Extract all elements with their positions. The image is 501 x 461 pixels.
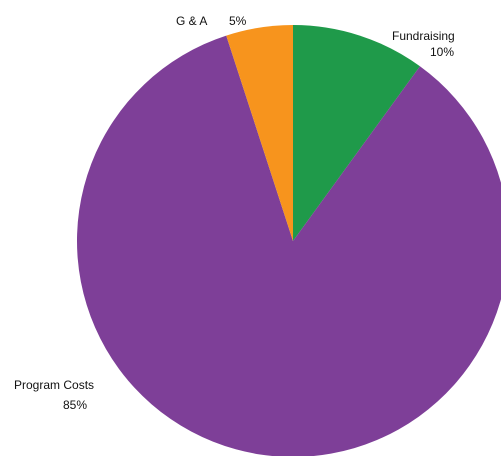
slice-label-program-costs: Program Costs — [14, 378, 94, 392]
pie-slice-g-a — [226, 24, 293, 241]
slice-label-ga: G & A — [176, 14, 207, 28]
slice-value-fundraising: 10% — [430, 45, 454, 59]
pie-slices — [77, 24, 501, 457]
pie-slice-program-costs — [77, 35, 501, 457]
pie-slice-fundraising — [293, 25, 420, 241]
slice-value-program-costs: 85% — [63, 398, 87, 412]
slice-label-fundraising: Fundraising — [392, 29, 455, 43]
slice-value-ga: 5% — [229, 14, 247, 28]
pie-labels: G & A 5% Fundraising 10% Program Costs 8… — [14, 14, 455, 412]
